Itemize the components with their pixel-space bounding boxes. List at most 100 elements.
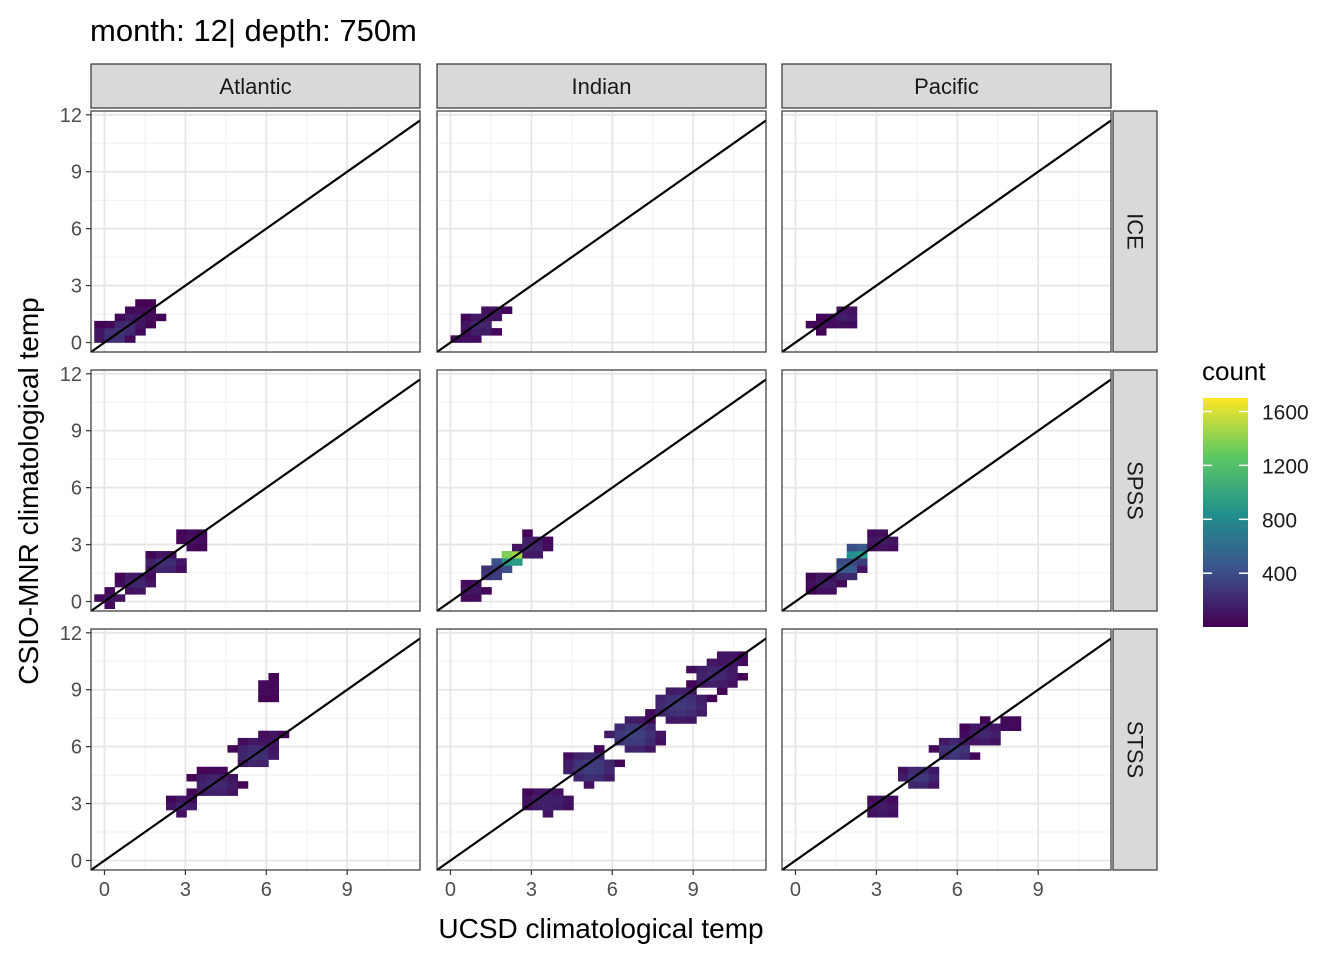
- legend-tick-label: 400: [1262, 563, 1297, 586]
- heatmap-bin: [928, 745, 940, 753]
- heatmap-bin: [268, 730, 279, 739]
- heatmap-bin: [145, 313, 157, 322]
- heatmap-bin: [938, 745, 950, 753]
- heatmap-bin: [727, 680, 738, 688]
- heatmap-bin: [104, 587, 116, 595]
- heatmap-bin: [186, 802, 198, 811]
- heatmap-bin: [135, 587, 146, 595]
- heatmap-bin: [836, 320, 848, 329]
- column-strip-label: Indian: [572, 74, 632, 99]
- heatmap-bin: [645, 745, 656, 753]
- heatmap-bin: [227, 745, 238, 753]
- heatmap-bin: [877, 529, 889, 537]
- heatmap-bin: [217, 788, 228, 796]
- facet-panel: [436, 369, 767, 612]
- heatmap-bin: [135, 328, 146, 336]
- heatmap-bin: [206, 788, 218, 796]
- heatmap-bin: [815, 572, 827, 581]
- panel-border: [90, 369, 421, 612]
- y-tick-label: 9: [71, 421, 82, 443]
- heatmap-bin: [938, 737, 950, 746]
- reference-line-y-equals-x: [90, 637, 421, 871]
- heatmap-bin: [176, 558, 187, 566]
- heatmap-bin: [645, 709, 656, 717]
- heatmap-bin: [979, 716, 991, 724]
- heatmap-bin: [959, 752, 970, 760]
- y-tick-label: 12: [60, 364, 82, 386]
- heatmap-bin: [990, 737, 1001, 746]
- heatmap-bin: [501, 565, 513, 573]
- heatmap-bin: [675, 709, 687, 717]
- heatmap-bin: [815, 313, 827, 322]
- heatmap-bin: [897, 773, 909, 782]
- heatmap-bin: [532, 802, 544, 811]
- reference-line-y-equals-x: [436, 637, 767, 871]
- heatmap-bin: [867, 536, 878, 545]
- heatmap-bin: [258, 737, 269, 746]
- legend-title: count: [1202, 356, 1266, 386]
- reference-line-y-equals-x: [436, 378, 767, 612]
- heatmap-bin: [145, 299, 157, 307]
- facet-panel: [781, 628, 1112, 871]
- heatmap-bin: [815, 587, 827, 595]
- y-tick-label: 0: [71, 592, 82, 614]
- heatmap-bin: [645, 737, 656, 746]
- heatmap-bin: [716, 658, 728, 667]
- heatmap-bin: [481, 306, 492, 314]
- heatmap-bin: [135, 579, 146, 588]
- row-strip-label: STSS: [1123, 721, 1148, 778]
- heatmap-bin: [511, 558, 523, 566]
- heatmap-bin: [552, 795, 564, 804]
- heatmap-bin: [481, 328, 492, 336]
- heatmap-bin: [1000, 723, 1011, 732]
- heatmap-bin: [186, 788, 198, 796]
- heatmap-bin: [460, 579, 472, 588]
- reference-line-y-equals-x: [90, 119, 421, 353]
- heatmap-bin: [928, 781, 940, 789]
- heatmap-bin: [645, 730, 656, 739]
- panel-border: [90, 110, 421, 353]
- heatmap-bin: [614, 723, 625, 732]
- heatmap-bin: [522, 529, 533, 537]
- heatmap-bin: [114, 572, 126, 581]
- heatmap-bin: [124, 306, 136, 314]
- heatmap-bin: [114, 320, 126, 329]
- y-axis-title: CSIO-MNR climatological temp: [13, 297, 44, 684]
- heatmap-bin: [135, 320, 146, 329]
- heatmap-bin: [124, 587, 136, 595]
- heatmap-bin: [104, 601, 116, 610]
- x-tick-label: 9: [342, 879, 353, 901]
- heatmap-bin: [655, 701, 666, 710]
- legend-tick-label: 1600: [1262, 401, 1309, 424]
- column-strip: [781, 63, 1112, 109]
- heatmap-bin: [237, 737, 249, 746]
- heatmap-bin: [655, 730, 666, 739]
- heatmap-bin: [686, 665, 697, 674]
- column-strip-label: Atlantic: [219, 74, 291, 99]
- heatmap-bin: [532, 788, 544, 796]
- x-tick-label: 6: [261, 879, 272, 901]
- x-tick-label: 0: [445, 879, 456, 901]
- y-tick-label: 6: [71, 737, 82, 759]
- heatmap-bin: [675, 687, 687, 695]
- heatmap-bin: [990, 730, 1001, 739]
- heatmap-bin: [563, 802, 574, 811]
- x-tick-label: 3: [180, 879, 191, 901]
- heatmap-bin: [481, 587, 492, 595]
- heatmap-bin: [501, 306, 513, 314]
- heatmap-bin: [706, 680, 718, 688]
- heatmap-bin: [969, 752, 981, 760]
- heatmap-bin: [846, 572, 858, 581]
- heatmap-bin: [959, 745, 970, 753]
- heatmap-bin: [604, 766, 615, 775]
- heatmap-bin: [686, 716, 697, 724]
- heatmap-bin: [877, 802, 889, 811]
- heatmap-bin: [624, 745, 636, 753]
- heatmap-bin: [552, 802, 564, 811]
- facet-panels: Atlantic Indian Pacific ICE SPSS STSS 0 3 6 9 12 0 3…: [60, 63, 1158, 901]
- x-tick-label: 0: [99, 879, 110, 901]
- heatmap-bin: [145, 551, 157, 559]
- facet-panel: [90, 628, 421, 871]
- heatmap-bin: [716, 687, 728, 695]
- heatmap-bin: [268, 673, 279, 681]
